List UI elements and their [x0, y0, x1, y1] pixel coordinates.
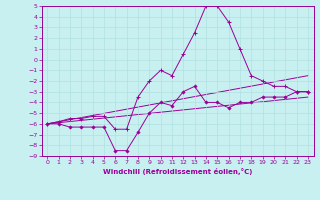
X-axis label: Windchill (Refroidissement éolien,°C): Windchill (Refroidissement éolien,°C) [103, 168, 252, 175]
